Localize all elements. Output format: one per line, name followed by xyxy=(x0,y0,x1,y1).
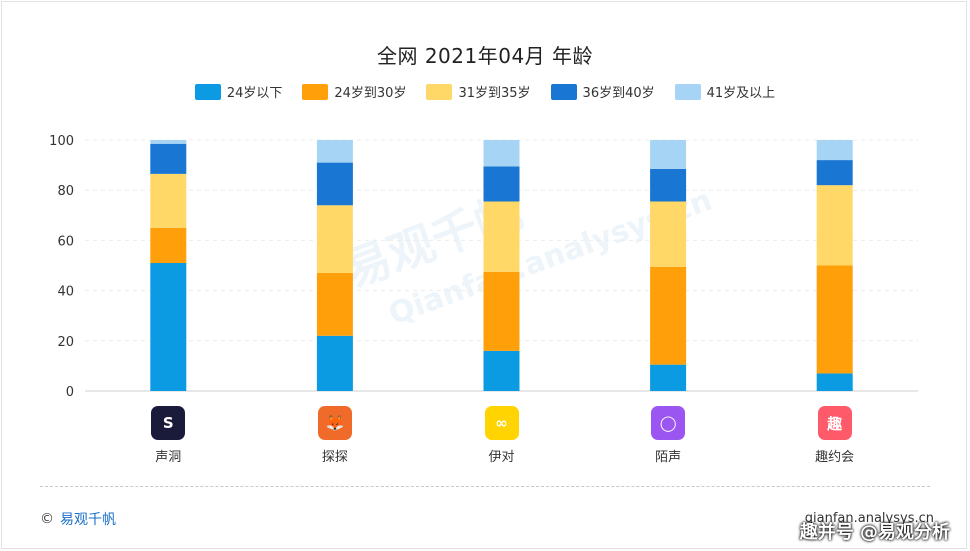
y-tick-label: 60 xyxy=(57,234,74,249)
bar-segment[interactable] xyxy=(816,185,853,266)
source-badge: 趣并号 @易观分析 xyxy=(799,522,950,543)
y-tick-label: 100 xyxy=(49,134,74,149)
bar-segment[interactable] xyxy=(650,168,687,202)
bar-segment[interactable] xyxy=(650,201,687,267)
y-tick-label: 40 xyxy=(57,285,74,300)
chart-title: 全网 2021年04月 年龄 xyxy=(376,44,594,68)
bar-segment[interactable] xyxy=(316,273,353,336)
brand-name: 易观千帆 xyxy=(60,512,116,528)
bar-segment[interactable] xyxy=(816,265,853,374)
y-tick-label: 0 xyxy=(66,385,74,400)
legend-label: 24岁到30岁 xyxy=(334,86,407,101)
bar-segment[interactable] xyxy=(316,335,353,391)
y-tick-label: 80 xyxy=(57,184,74,199)
legend-item[interactable]: 24岁到30岁 xyxy=(302,82,406,101)
bar-segment[interactable] xyxy=(150,143,187,174)
legend-label: 36岁到40岁 xyxy=(582,86,655,101)
legend-label: 41岁及以上 xyxy=(706,86,776,101)
legend-item[interactable]: 31岁到35岁 xyxy=(426,82,531,101)
bar-segment[interactable] xyxy=(150,262,187,391)
legend-label: 24岁以下 xyxy=(226,86,283,101)
bar-segment[interactable] xyxy=(483,201,520,272)
copyright-symbol: © xyxy=(40,511,54,527)
bar-segment[interactable] xyxy=(483,271,520,351)
bar-segment[interactable] xyxy=(316,205,353,274)
bar-segment[interactable] xyxy=(650,140,687,169)
bar-segment[interactable] xyxy=(816,373,853,391)
bar-segment[interactable] xyxy=(650,266,687,365)
legend-swatch xyxy=(194,83,221,100)
legend-swatch xyxy=(426,83,453,100)
y-tick-label: 20 xyxy=(57,335,74,350)
legend-item[interactable]: 36岁到40岁 xyxy=(550,82,655,101)
legend-label: 31岁到35岁 xyxy=(458,86,531,101)
legend-swatch xyxy=(302,83,329,100)
footer-divider xyxy=(40,486,930,487)
bar-segment[interactable] xyxy=(316,162,353,206)
legend-swatch xyxy=(550,83,577,100)
legend-item[interactable]: 41岁及以上 xyxy=(674,82,776,101)
bar-segment[interactable] xyxy=(483,140,520,167)
bar-segment[interactable] xyxy=(816,140,853,161)
site-url[interactable]: qianfan.analysys.cn xyxy=(804,511,934,526)
bar-segment[interactable] xyxy=(150,227,187,263)
bar-segment[interactable] xyxy=(150,173,187,228)
brand[interactable]: © 易观千帆 xyxy=(40,509,116,529)
bar-segment[interactable] xyxy=(483,166,520,202)
bar-segment[interactable] xyxy=(816,160,853,186)
legend-item[interactable]: 24岁以下 xyxy=(194,82,283,101)
bar-segment[interactable] xyxy=(150,140,187,144)
bar-segment[interactable] xyxy=(316,140,353,163)
legend-swatch xyxy=(674,83,701,100)
chart-legend: 24岁以下 24岁到30岁 31岁到35岁 36岁到40岁 41岁及以上 xyxy=(0,82,970,101)
bar-segment[interactable] xyxy=(483,350,520,391)
bar-segment[interactable] xyxy=(650,364,687,391)
